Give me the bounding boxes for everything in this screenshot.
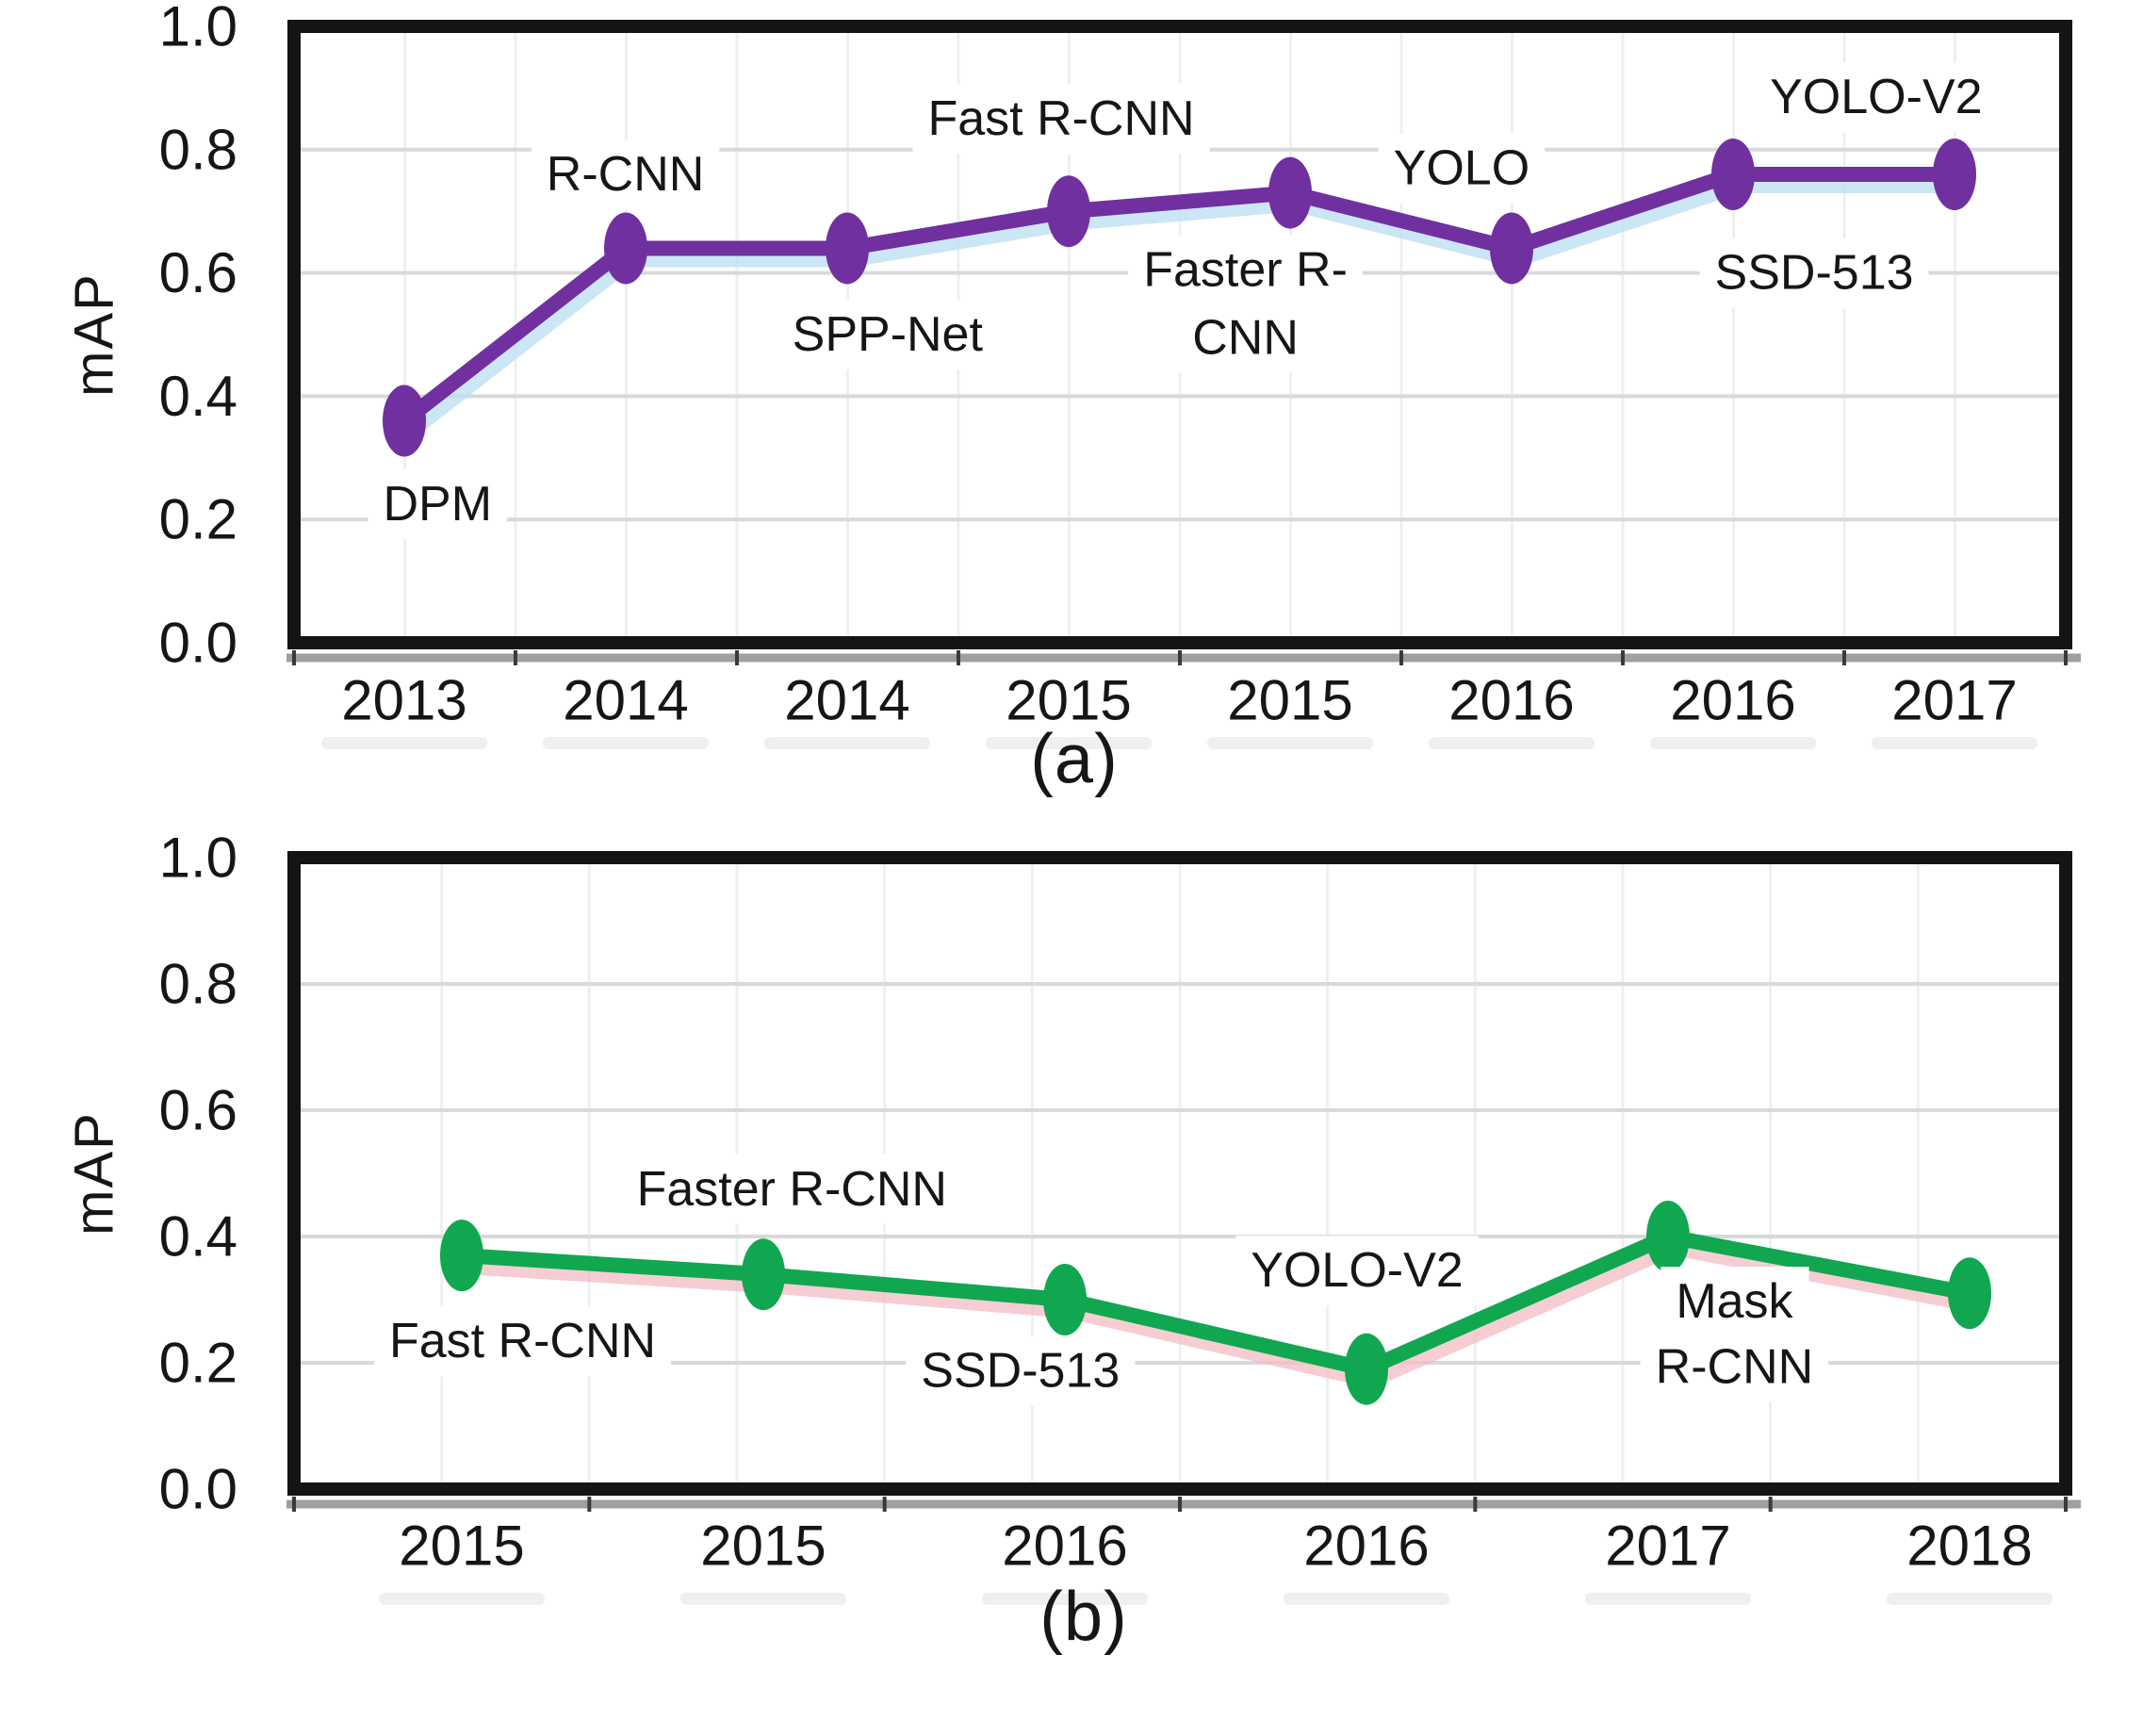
compression-smudge [986,737,1152,749]
data-point-yolo [1490,212,1533,285]
y-tick-label: 1.0 [159,0,237,58]
x-tick-label: 2016 [1002,1515,1127,1578]
x-tick-label: 2018 [1906,1515,2032,1578]
annotation-label-box [906,1335,1136,1406]
x-tick-label: 2015 [700,1515,826,1578]
data-point-faster-r-cnn [1268,156,1312,229]
annotation-label: R-CNN [1656,1340,1814,1395]
panel-a-data-line [397,166,1962,429]
compression-smudge [1207,737,1373,749]
y-tick-label: 0.2 [159,488,237,551]
annotation-label-box [912,84,1210,155]
annotation-label: CNN [1192,310,1299,365]
annotation-label-box [777,300,999,369]
annotation-label-box [1640,1332,1829,1402]
compression-smudge [1887,1593,2053,1605]
data-point-r-cnn [604,212,647,285]
annotation-label-box [1235,1236,1479,1306]
x-tick-label: 2014 [563,669,688,732]
annotation-label-box [373,1306,672,1377]
y-tick-label: 0.6 [159,241,237,304]
compression-smudge [1585,1593,1751,1605]
data-point-dpm [383,385,426,457]
compression-smudge [1650,737,1816,749]
x-tick-label: 2017 [1605,1515,1730,1578]
y-tick-label: 0.0 [159,1458,237,1521]
compression-smudge [680,1593,846,1605]
annotation-label-box [1660,1267,1809,1337]
data-point-spp-net [826,212,869,285]
compression-smudge [321,737,487,749]
compression-smudge [1284,1593,1449,1605]
panel-b-data-line [454,1229,1977,1377]
annotation-label: SSD-513 [921,1344,1120,1399]
x-tick-label: 2016 [1448,669,1574,732]
annotation-label: Faster R-CNN [637,1162,947,1217]
compression-smudge [764,737,930,749]
y-tick-label: 0.8 [159,953,237,1016]
panel-a-border [287,20,2072,649]
x-tick-label: 2016 [1303,1515,1429,1578]
panel-a-line-shadow [402,172,1959,438]
annotation-label: Fast R-CNN [927,91,1194,146]
annotation-label-box [368,468,508,539]
annotation-label-box [531,139,720,209]
x-tick-label: 2014 [784,669,909,732]
x-tick-label: 2017 [1891,669,2017,732]
y-tick-label: 0.4 [159,1205,237,1269]
x-tick-label: 2015 [1006,669,1131,732]
panel-b-border [287,851,2072,1496]
data-point-faster-r-cnn [742,1238,785,1311]
compression-smudge [379,1593,545,1605]
x-tick-label: 2013 [341,669,466,732]
annotation-label: Faster R- [1143,242,1348,297]
data-point- [1948,1257,1991,1330]
annotation-label: SSD-513 [1715,246,1914,301]
annotation-label: Mask [1676,1274,1793,1329]
data-point-fast-r-cnn [440,1220,483,1292]
data-point-ssd-513 [1043,1264,1087,1335]
annotation-label: YOLO-V2 [1251,1243,1463,1298]
annotation-label-box [621,1154,962,1224]
panel-a-caption: (a) [1030,719,1119,798]
annotation-label: SPP-Net [793,307,984,362]
annotation-label: YOLO [1394,140,1530,195]
panel-a-y-axis-title: mAP [63,272,125,397]
y-tick-label: 1.0 [159,827,237,890]
data-point-yolo-v2 [1933,138,1976,210]
annotation-label: Fast R-CNN [389,1314,656,1368]
y-tick-label: 0.2 [159,1332,237,1395]
data-point-mask-r-cnn [1646,1201,1690,1272]
x-tick-label: 2015 [1227,669,1352,732]
annotation-label: YOLO-V2 [1770,70,1982,124]
x-tick-label: 2016 [1670,669,1795,732]
panel-b-y-axis-title: mAP [63,1111,125,1236]
annotation-label-box [1128,235,1363,305]
annotation-label-box [1755,62,1998,133]
data-point-fast-r-cnn [1047,175,1090,248]
x-tick-label: 2015 [399,1515,524,1578]
compression-smudge [543,737,709,749]
y-tick-label: 0.0 [159,612,237,675]
compression-smudge [1429,737,1595,749]
annotation-label-box [1699,237,1929,308]
y-tick-label: 0.4 [159,365,237,428]
y-tick-label: 0.8 [159,118,237,181]
annotation-label: R-CNN [547,147,705,202]
annotation-label-box [1177,303,1314,373]
compression-smudge [1872,737,2037,749]
y-tick-label: 0.6 [159,1079,237,1142]
annotation-label: DPM [383,477,492,532]
annotation-label-box [1378,133,1546,204]
data-point-ssd-513 [1711,138,1755,210]
panel-b-caption: (b) [1039,1577,1128,1656]
compression-smudge [982,1593,1148,1605]
data-point-yolo-v2 [1345,1333,1388,1405]
